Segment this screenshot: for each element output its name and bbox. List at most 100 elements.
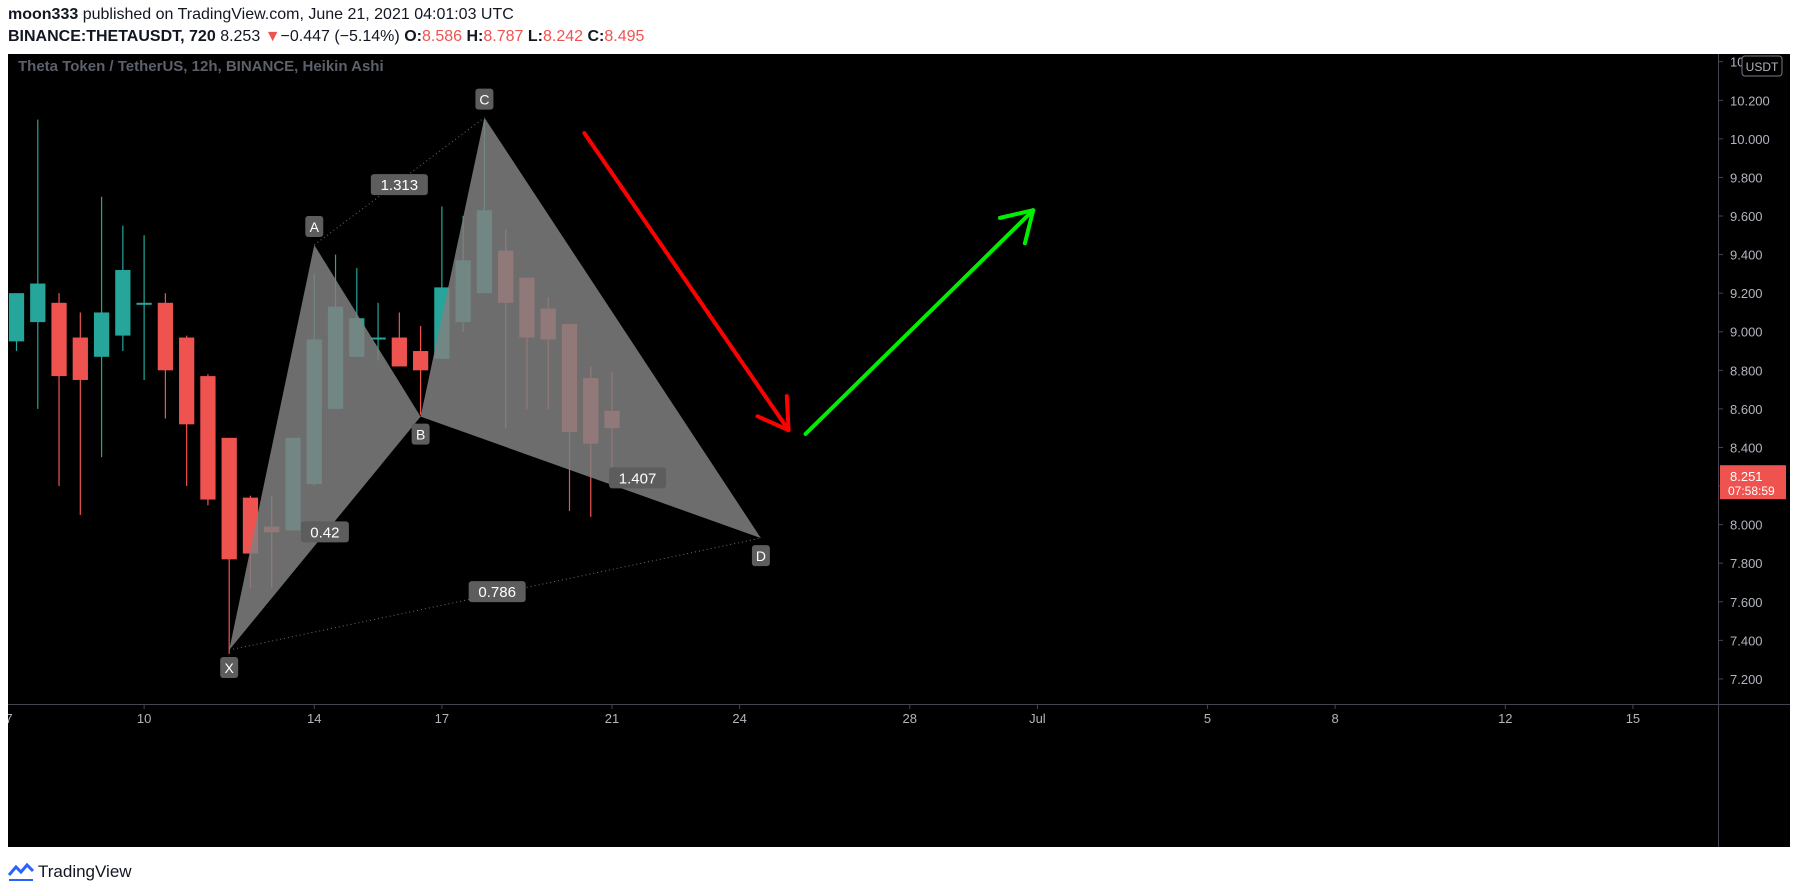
x-tick-label: 7 [8, 711, 13, 726]
change-value: −0.447 (−5.14%) [280, 28, 400, 45]
arrow-shaft [803, 208, 1036, 436]
x-tick-label: Jul [1029, 711, 1046, 726]
change-down-icon: ▼ [264, 28, 281, 45]
pattern-point-label: X [225, 660, 235, 676]
candle-body [30, 283, 46, 323]
tradingview-logo-icon[interactable] [8, 862, 34, 882]
high-value: 8.787 [483, 28, 524, 45]
candle [93, 196, 110, 458]
candle [8, 293, 25, 352]
arrow-head [998, 208, 1036, 246]
ratio-badge [300, 521, 349, 543]
candle-body [51, 302, 67, 377]
y-tick-label: 8.000 [1730, 518, 1763, 533]
last-price-value: 8.251 [1730, 469, 1763, 484]
candle [179, 335, 195, 487]
arrow-head [755, 394, 791, 433]
y-tick-label: 9.600 [1730, 209, 1763, 224]
candle-body [93, 312, 110, 357]
candle [30, 119, 46, 409]
x-tick-label: 12 [1498, 711, 1512, 726]
candle [221, 437, 237, 654]
footer: TradingView [8, 862, 132, 882]
last-price-tag [1720, 465, 1786, 500]
publish-info: moon333 published on TradingView.com, Ju… [8, 6, 514, 24]
pattern-triangle-xab [229, 244, 421, 650]
ratio-label: 1.313 [381, 177, 419, 194]
pattern-point-label: D [756, 548, 766, 564]
high-label: H: [466, 28, 484, 45]
y-tick-label: 7.800 [1730, 556, 1763, 571]
ratio-line-xd [229, 537, 762, 651]
pattern-point-badge [475, 88, 494, 110]
candle-body [412, 351, 429, 371]
ratio-badge [609, 467, 667, 489]
low-label: L: [527, 28, 543, 45]
low-value: 8.242 [542, 28, 584, 45]
ratio-badge [370, 174, 428, 196]
x-tick-label: 14 [307, 711, 321, 726]
candle-body [179, 337, 195, 425]
pattern-point-badge [751, 545, 770, 567]
candle-body [200, 376, 216, 500]
y-tick-label: 8.800 [1730, 363, 1763, 378]
x-tick-label: 10 [137, 711, 151, 726]
candle-body [8, 293, 25, 342]
candle-body [157, 302, 174, 371]
candle [412, 325, 429, 415]
publish-text: published on TradingView.com, June 21, 2… [82, 6, 514, 23]
currency-label: USDT [1746, 60, 1779, 74]
y-tick-label: 7.400 [1730, 633, 1763, 648]
x-tick-label: 24 [732, 711, 746, 726]
arrow-shaft [582, 131, 791, 433]
x-tick-label: 17 [435, 711, 449, 726]
x-tick-label: 21 [605, 711, 619, 726]
candle-body [370, 337, 386, 340]
pattern-point-label: A [310, 219, 320, 235]
open-value: 8.586 [421, 28, 463, 45]
currency-badge [1741, 55, 1783, 77]
candle [136, 235, 152, 380]
symbol-label: BINANCE:THETAUSDT, 720 [8, 28, 216, 45]
x-tick-label: 28 [903, 711, 917, 726]
pattern-point-label: C [479, 92, 489, 108]
candle-body [136, 302, 152, 305]
price-chart[interactable]: Theta Token / TetherUS, 12h, BINANCE, He… [8, 54, 1790, 847]
candle [200, 374, 216, 506]
chart-title: Theta Token / TetherUS, 12h, BINANCE, He… [18, 58, 384, 75]
tradingview-brand[interactable]: TradingView [38, 862, 132, 881]
y-tick-label: 7.200 [1730, 672, 1763, 687]
y-tick-label: 8.600 [1730, 402, 1763, 417]
candle [51, 293, 67, 487]
ratio-label: 0.786 [478, 584, 516, 601]
ratio-badge [468, 581, 526, 603]
close-label: C: [587, 28, 605, 45]
x-tick-label: 5 [1204, 711, 1211, 726]
quote-line: BINANCE:THETAUSDT, 720 8.253 ▼−0.447 (−5… [8, 28, 644, 46]
pattern-point-badge [305, 215, 324, 237]
candle [115, 225, 131, 352]
candle [157, 293, 174, 419]
candle-body [221, 437, 237, 560]
candle [72, 312, 88, 515]
last-price: 8.253 [220, 28, 261, 45]
author-name[interactable]: moon333 [8, 6, 79, 23]
pattern-point-label: B [416, 427, 425, 443]
y-tick-label: 10.200 [1730, 93, 1770, 108]
green-up-arrow [803, 208, 1036, 436]
ratio-label: 0.42 [310, 524, 339, 541]
y-tick-label: 8.400 [1730, 440, 1763, 455]
y-tick-label: 9.000 [1730, 325, 1763, 340]
pattern-triangle-bcd [420, 117, 761, 539]
candle-body [391, 337, 407, 367]
pattern-point-badge [411, 423, 430, 445]
x-tick-label: 8 [1332, 711, 1339, 726]
candle-body [115, 270, 131, 336]
pattern-point-badge [220, 656, 239, 678]
candle-body [72, 337, 88, 380]
candle [391, 312, 407, 367]
red-down-arrow [582, 131, 791, 433]
y-tick-label: 7.600 [1730, 595, 1763, 610]
x-tick-label: 15 [1626, 711, 1640, 726]
y-tick-label: 9.800 [1730, 170, 1763, 185]
